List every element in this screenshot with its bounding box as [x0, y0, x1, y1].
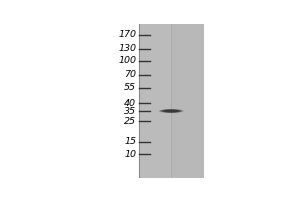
- Text: 130: 130: [118, 44, 136, 53]
- Ellipse shape: [165, 110, 177, 112]
- Ellipse shape: [164, 110, 179, 112]
- Ellipse shape: [159, 109, 184, 113]
- Ellipse shape: [168, 110, 175, 112]
- Ellipse shape: [167, 110, 176, 112]
- Ellipse shape: [166, 110, 176, 112]
- Text: 170: 170: [118, 30, 136, 39]
- Ellipse shape: [167, 110, 175, 112]
- Ellipse shape: [163, 110, 180, 112]
- Text: 10: 10: [124, 150, 136, 159]
- Bar: [139, 24, 171, 178]
- Text: 25: 25: [124, 117, 136, 126]
- Ellipse shape: [164, 110, 178, 112]
- Text: 100: 100: [118, 56, 136, 65]
- Text: 35: 35: [124, 107, 136, 116]
- Ellipse shape: [160, 109, 183, 113]
- Ellipse shape: [158, 109, 184, 113]
- Text: 70: 70: [124, 70, 136, 79]
- Ellipse shape: [161, 109, 181, 113]
- Ellipse shape: [166, 110, 177, 112]
- Text: 55: 55: [124, 83, 136, 92]
- Ellipse shape: [162, 110, 180, 112]
- Text: 15: 15: [124, 137, 136, 146]
- Ellipse shape: [160, 109, 182, 113]
- Text: 40: 40: [124, 99, 136, 108]
- Ellipse shape: [162, 110, 181, 112]
- Ellipse shape: [164, 110, 178, 112]
- Ellipse shape: [160, 109, 182, 113]
- Bar: [139, 24, 204, 178]
